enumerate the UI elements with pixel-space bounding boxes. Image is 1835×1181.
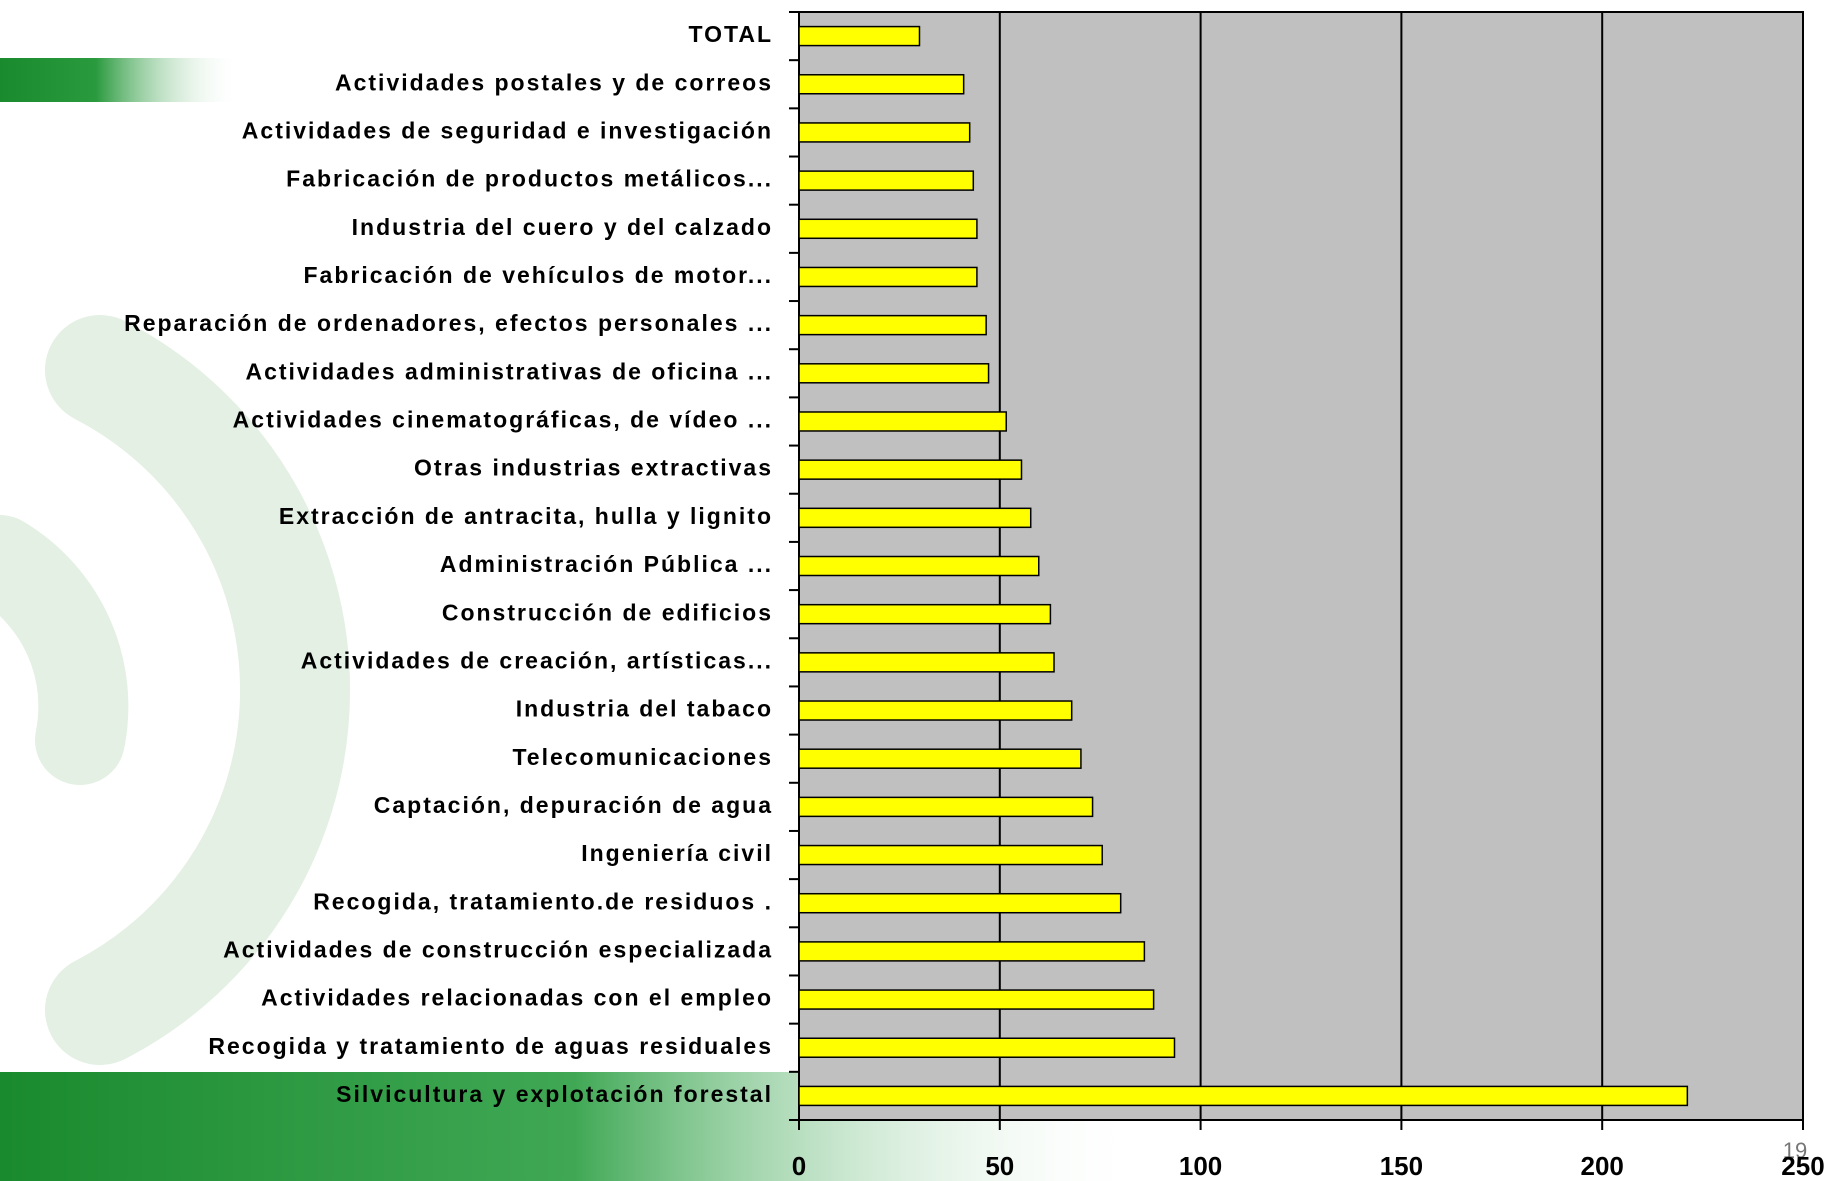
bar [798,266,978,288]
x-tick-label: 250 [1781,1151,1824,1181]
bar [798,25,921,47]
x-tick-label: 50 [985,1151,1014,1181]
bar [798,1085,1689,1107]
bar [798,748,1082,769]
bar [798,218,978,240]
bar [798,170,975,191]
y-tick-label: Telecomunicaciones [512,744,773,770]
bar [798,989,1155,1010]
bar [798,74,965,95]
y-tick-label: Recogida, tratamiento.de residuos . [313,888,773,914]
y-tick-label: Fabricación de vehículos de motor... [304,262,774,288]
y-tick-label: TOTAL [688,21,773,47]
page-number: 19 [1783,1138,1807,1163]
y-tick-label: Actividades postales y de correos [335,69,773,95]
bar [798,363,990,384]
bar [798,411,1007,432]
bar [798,892,1122,914]
y-tick-label: Ingeniería civil [581,840,773,866]
decor-bar [0,58,240,102]
bar [798,652,1055,673]
x-tick-label: 0 [792,1151,806,1181]
y-tick-label: Industria del cuero y del calzado [352,214,773,240]
y-tick-label: Actividades administrativas de oficina .… [245,358,773,384]
bar [798,314,987,336]
y-tick-label: Fabricación de productos metálicos... [286,166,773,192]
y-tick-label: Actividades de seguridad e investigación [242,118,773,144]
y-tick-label: Silvicultura y explotación forestal [336,1081,773,1107]
bar [798,941,1146,962]
y-tick-label: Actividades de construcción especializad… [223,936,773,962]
bar [798,1037,1176,1058]
y-tick-label: Construcción de edificios [442,599,773,625]
y-tick-label: Actividades relacionadas con el empleo [261,985,773,1011]
decor-arc [45,315,351,1065]
x-tick-label: 200 [1581,1151,1624,1181]
y-tick-label: Extracción de antracita, hulla y lignito [279,503,773,529]
y-tick-label: Industria del tabaco [516,696,773,722]
x-tick-label: 100 [1179,1151,1222,1181]
bar [798,700,1073,721]
y-tick-label: Actividades cinematográficas, de vídeo .… [233,407,773,433]
y-tick-label: Reparación de ordenadores, efectos perso… [124,310,773,336]
bar [798,796,1094,818]
bar [798,555,1040,577]
y-tick-label: Recogida y tratamiento de aguas residual… [208,1033,773,1059]
bar [798,507,1032,529]
bar [798,459,1023,480]
decor-arc [0,515,129,785]
y-tick-label: Otras industrias extractivas [414,455,773,481]
bar [798,122,971,143]
bar [798,844,1103,866]
x-tick-label: 150 [1380,1151,1423,1181]
bar [798,603,1052,625]
y-tick-label: Administración Pública ... [440,551,773,577]
y-tick-label: Captación, depuración de agua [374,792,773,818]
y-tick-label: Actividades de creación, artísticas... [301,647,773,673]
